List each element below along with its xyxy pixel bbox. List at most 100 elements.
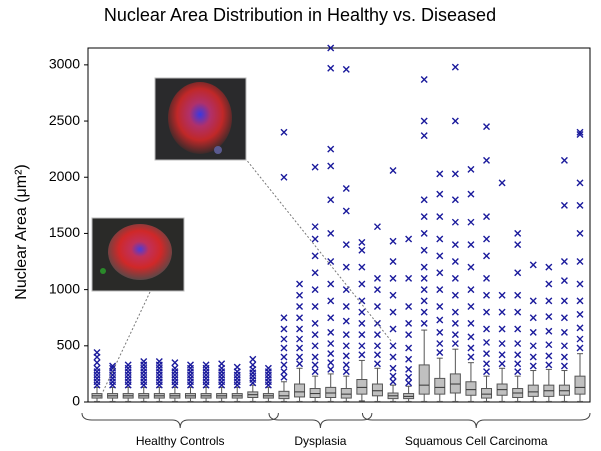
group-brace bbox=[81, 412, 279, 429]
outlier bbox=[405, 365, 413, 373]
outlier bbox=[296, 344, 304, 352]
outlier bbox=[451, 241, 459, 249]
box bbox=[465, 381, 477, 396]
outlier bbox=[296, 280, 304, 288]
outlier bbox=[342, 317, 350, 325]
marks bbox=[91, 44, 586, 402]
outlier bbox=[514, 325, 522, 333]
outlier bbox=[280, 325, 288, 333]
outlier bbox=[483, 325, 491, 333]
outlier bbox=[560, 314, 568, 322]
outlier bbox=[514, 340, 522, 348]
outlier bbox=[420, 75, 428, 83]
outlier bbox=[249, 361, 257, 369]
outlier bbox=[296, 335, 304, 343]
outlier bbox=[576, 201, 584, 209]
outlier bbox=[249, 355, 257, 363]
outlier bbox=[405, 331, 413, 339]
outlier bbox=[373, 223, 381, 231]
outlier bbox=[467, 353, 475, 361]
outlier bbox=[280, 373, 288, 381]
outlier bbox=[296, 353, 304, 361]
y-tick-label: 2000 bbox=[49, 168, 80, 184]
outlier bbox=[420, 274, 428, 282]
outlier bbox=[529, 314, 537, 322]
outlier bbox=[389, 372, 397, 380]
outlier bbox=[467, 286, 475, 294]
outlier bbox=[576, 310, 584, 318]
outlier bbox=[389, 291, 397, 299]
outlier bbox=[389, 237, 397, 245]
outlier bbox=[576, 131, 584, 139]
y-tick-label: 1500 bbox=[49, 224, 80, 240]
outlier bbox=[576, 229, 584, 237]
outlier bbox=[327, 297, 335, 305]
outlier bbox=[514, 229, 522, 237]
outlier bbox=[483, 360, 491, 368]
outlier bbox=[280, 314, 288, 322]
outlier bbox=[342, 352, 350, 360]
outlier bbox=[560, 342, 568, 350]
outlier bbox=[436, 302, 444, 310]
y-tick-label: 0 bbox=[72, 393, 80, 409]
outlier bbox=[327, 64, 335, 72]
outlier bbox=[420, 246, 428, 254]
outlier bbox=[436, 170, 444, 178]
box bbox=[418, 364, 430, 395]
inset-pointer bbox=[99, 291, 151, 399]
outlier bbox=[389, 353, 397, 361]
outlier bbox=[93, 364, 101, 372]
outlier bbox=[405, 274, 413, 282]
outlier bbox=[342, 342, 350, 350]
outlier bbox=[529, 261, 537, 269]
outlier bbox=[545, 297, 553, 305]
outlier bbox=[93, 349, 101, 357]
outlier bbox=[311, 302, 319, 310]
outlier bbox=[296, 314, 304, 322]
group-braces bbox=[81, 412, 591, 429]
outlier bbox=[451, 274, 459, 282]
outlier bbox=[389, 167, 397, 174]
outlier bbox=[311, 235, 319, 243]
outlier bbox=[280, 128, 288, 136]
outlier bbox=[436, 316, 444, 324]
outlier bbox=[327, 196, 335, 204]
outlier bbox=[358, 319, 366, 327]
group-label: Healthy Controls bbox=[136, 434, 225, 448]
outlier bbox=[311, 342, 319, 350]
outlier bbox=[358, 238, 366, 246]
outlier bbox=[311, 223, 319, 231]
outlier bbox=[514, 308, 522, 316]
outlier bbox=[311, 361, 319, 369]
outlier bbox=[436, 340, 444, 348]
outlier bbox=[545, 313, 553, 321]
outlier bbox=[373, 360, 381, 368]
box bbox=[294, 383, 306, 398]
outlier bbox=[560, 156, 568, 164]
outlier bbox=[124, 361, 132, 369]
outlier bbox=[560, 297, 568, 305]
outlier bbox=[467, 333, 475, 341]
outlier bbox=[420, 297, 428, 305]
outlier bbox=[218, 360, 226, 368]
group-brace bbox=[268, 412, 373, 429]
outlier bbox=[436, 252, 444, 260]
outlier bbox=[389, 342, 397, 350]
group-label: Squamous Cell Carcinoma bbox=[405, 434, 548, 448]
outlier bbox=[467, 263, 475, 271]
outlier bbox=[342, 263, 350, 271]
outlier bbox=[342, 65, 350, 73]
outlier bbox=[514, 241, 522, 249]
outlier bbox=[373, 342, 381, 350]
outlier bbox=[358, 342, 366, 350]
outlier bbox=[436, 349, 444, 357]
outlier bbox=[373, 274, 381, 282]
outlier bbox=[327, 365, 335, 373]
outlier bbox=[358, 331, 366, 339]
outlier bbox=[342, 207, 350, 215]
inset-image bbox=[154, 77, 247, 161]
outlier bbox=[280, 368, 288, 376]
outlier bbox=[202, 361, 210, 369]
outlier bbox=[420, 319, 428, 327]
outlier bbox=[451, 308, 459, 316]
